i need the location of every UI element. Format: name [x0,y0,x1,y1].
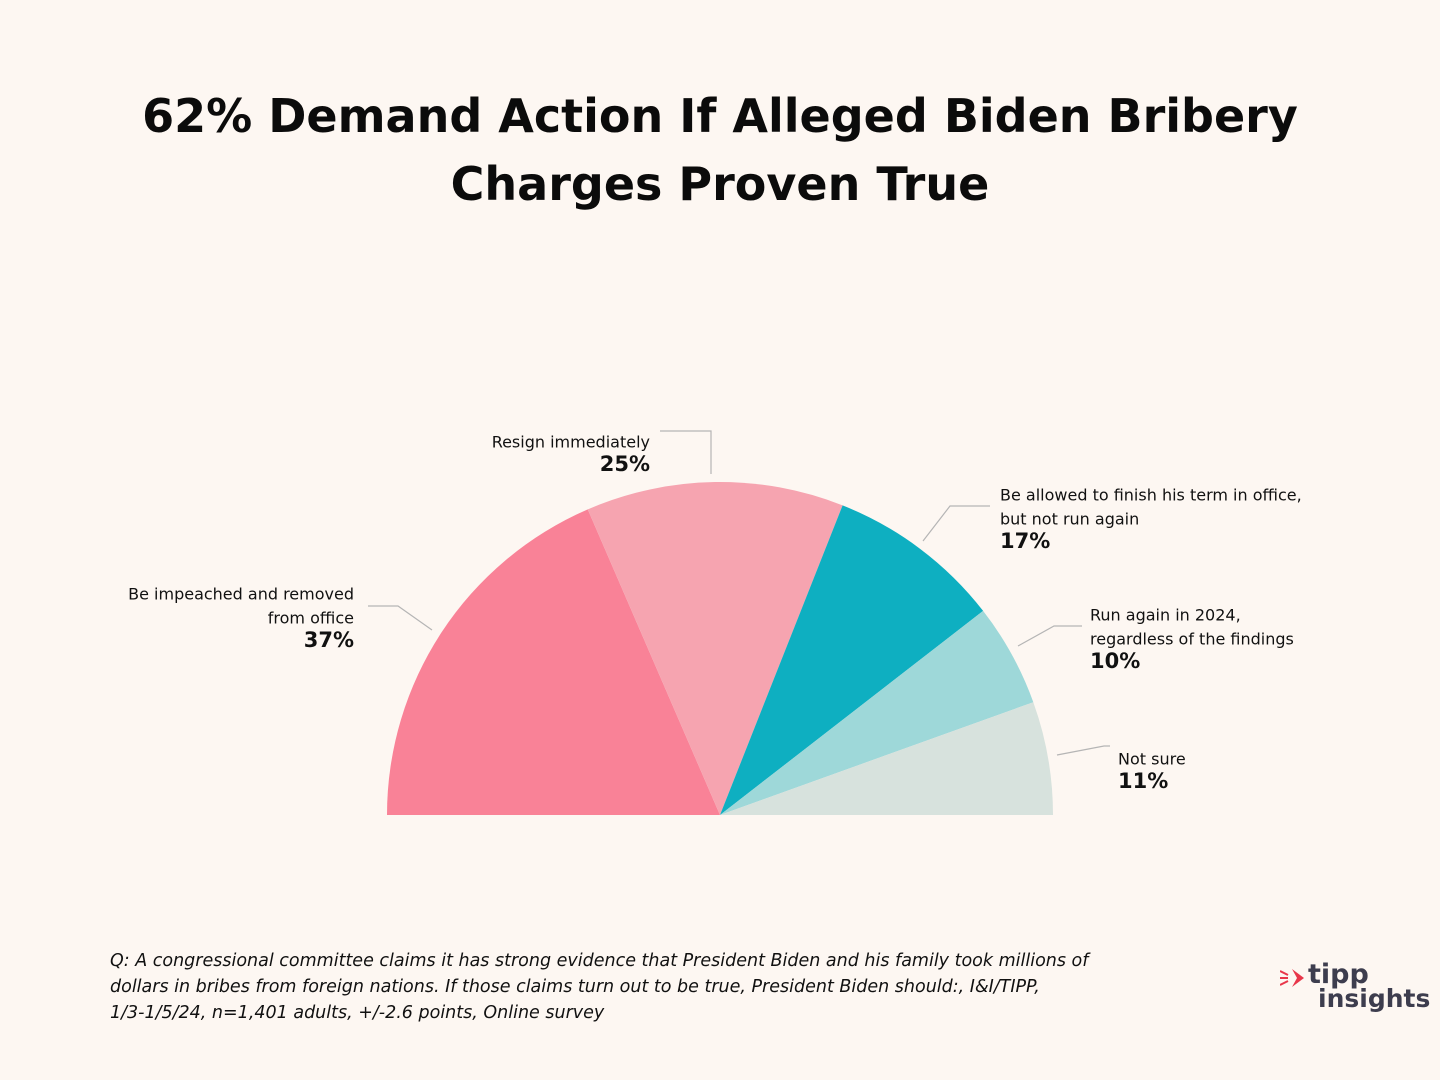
leader-line [660,430,712,474]
logo-ray-icon [1280,980,1289,986]
slice-label: Be impeached and removed [128,585,354,604]
footnote-line-1: Q: A congressional committee claims it h… [110,951,1089,971]
pie-slice [587,481,843,815]
pie-slice [720,505,984,815]
tipp-insights-logo: tipp insights [1278,959,1431,1020]
pie-slice [720,702,1053,815]
slice-label: but not run again [1000,510,1139,529]
logo-text-tipp: tipp [1308,959,1369,990]
chart-title-line-1: 62% Demand Action If Alleged Biden Bribe… [142,89,1298,143]
logo-chevron-icon [1292,969,1304,987]
slice-label: Not sure [1118,750,1186,769]
slice-label: Run again in 2024, [1090,606,1241,625]
pie-slice [720,610,1034,815]
slice-value-label: 25% [600,452,650,476]
leader-line [368,605,433,631]
chart-title-line-2: Charges Proven True [450,157,990,211]
slice-label: regardless of the findings [1090,630,1294,649]
leader-line [1056,745,1110,756]
logo-ray-icon [1280,970,1289,976]
footnote-line-2: dollars in bribes from foreign nations. … [110,977,1040,997]
footnote-line-3: 1/3-1/5/24, n=1,401 adults, +/-2.6 point… [110,1003,605,1023]
pie-slice [387,509,720,815]
slice-value-label: 17% [1000,529,1050,553]
slice-label: from office [268,609,354,628]
slice-label: Resign immediately [492,433,650,452]
slice-value-label: 10% [1090,649,1140,673]
slice-label: Be allowed to finish his term in office, [1000,486,1302,505]
logo-text-insights: insights [1318,984,1431,1013]
slice-value-label: 37% [304,628,354,652]
slice-value-label: 11% [1118,769,1168,793]
logo-arrow-icon [1280,969,1304,987]
leader-line [922,505,990,542]
chart-title: 62% Demand Action If Alleged Biden Bribe… [0,82,1440,218]
survey-footnote: Q: A congressional committee claims it h… [110,948,1250,1026]
leader-line [1017,625,1082,647]
